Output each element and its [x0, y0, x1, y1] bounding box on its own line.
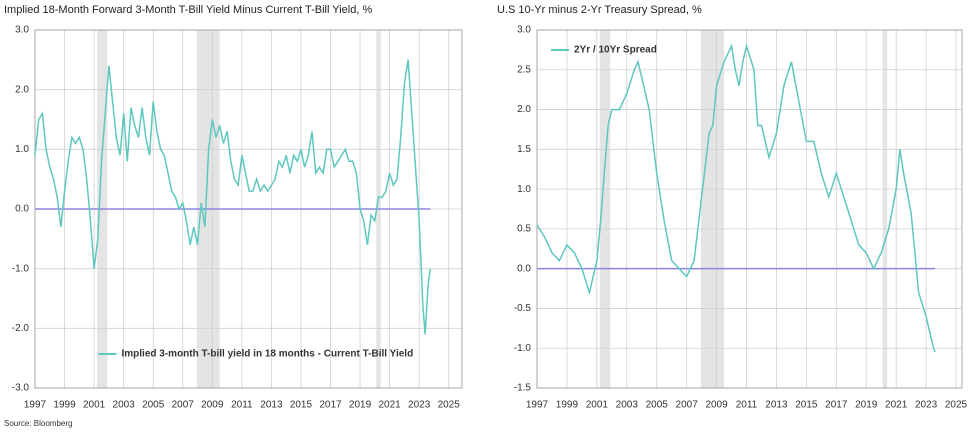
- legend-label: 2Yr / 10Yr Spread: [574, 45, 657, 56]
- y-tick-label: 3.0: [517, 25, 531, 36]
- x-tick-label: 2001: [586, 400, 609, 411]
- x-tick-label: 2011: [736, 400, 758, 411]
- x-tick-label: 2009: [201, 400, 224, 411]
- x-tick-label: 2023: [408, 400, 431, 411]
- y-tick-label: 1.0: [15, 144, 29, 155]
- x-tick-label: 2025: [438, 400, 461, 411]
- y-tick-label: -0.5: [514, 303, 532, 314]
- chart-title: Implied 18-Month Forward 3-Month T-Bill …: [4, 4, 372, 16]
- x-tick-label: 2013: [260, 400, 283, 411]
- y-tick-label: 2.0: [517, 104, 531, 115]
- x-tick-label: 2007: [172, 400, 195, 411]
- x-tick-label: 2005: [646, 400, 669, 411]
- y-tick-label: 0.5: [517, 224, 531, 235]
- y-tick-label: 0.0: [15, 204, 29, 215]
- x-tick-label: 2011: [231, 400, 253, 411]
- y-tick-label: 1.5: [517, 144, 531, 155]
- recession-band: [882, 30, 888, 388]
- y-tick-label: -1.0: [12, 263, 30, 274]
- plot-border: [536, 29, 963, 389]
- x-tick-label: 2013: [765, 400, 788, 411]
- y-tick-label: 0.0: [517, 263, 531, 274]
- x-tick-label: 2019: [349, 400, 372, 411]
- x-tick-label: 2021: [378, 400, 401, 411]
- series-line: [34, 59, 431, 335]
- y-tick-label: 3.0: [15, 25, 29, 36]
- x-tick-label: 2017: [825, 400, 848, 411]
- recession-band: [700, 30, 725, 388]
- x-tick-label: 1999: [556, 400, 579, 411]
- x-tick-label: 1999: [53, 400, 76, 411]
- x-tick-label: 2003: [616, 400, 639, 411]
- legend-label: Implied 3-month T-bill yield in 18 month…: [122, 349, 414, 360]
- y-tick-label: -3.0: [12, 383, 30, 394]
- series-line: [536, 43, 936, 353]
- x-tick-label: 2007: [676, 400, 699, 411]
- x-tick-label: 2009: [705, 400, 728, 411]
- x-tick-label: 2015: [290, 400, 313, 411]
- x-tick-label: 2005: [142, 400, 165, 411]
- x-tick-label: 2001: [83, 400, 106, 411]
- recession-band: [599, 30, 611, 388]
- source: Source: Bloomberg: [4, 419, 72, 428]
- x-tick-label: 1997: [526, 400, 549, 411]
- x-tick-label: 1997: [24, 400, 47, 411]
- x-tick-label: 2017: [319, 400, 342, 411]
- y-tick-label: -1.0: [514, 343, 532, 354]
- x-tick-label: 2019: [855, 400, 878, 411]
- y-tick-label: -2.0: [12, 323, 30, 334]
- y-tick-label: -1.5: [514, 383, 532, 394]
- x-tick-label: 2025: [945, 400, 968, 411]
- y-tick-label: 2.5: [517, 64, 531, 75]
- y-tick-label: 1.0: [517, 184, 531, 195]
- x-tick-label: 2003: [113, 400, 136, 411]
- x-tick-label: 2015: [795, 400, 818, 411]
- x-tick-label: 2023: [915, 400, 938, 411]
- x-tick-label: 2021: [885, 400, 908, 411]
- chart-title: U.S 10-Yr minus 2-Yr Treasury Spread, %: [497, 4, 702, 16]
- y-tick-label: 2.0: [15, 84, 29, 95]
